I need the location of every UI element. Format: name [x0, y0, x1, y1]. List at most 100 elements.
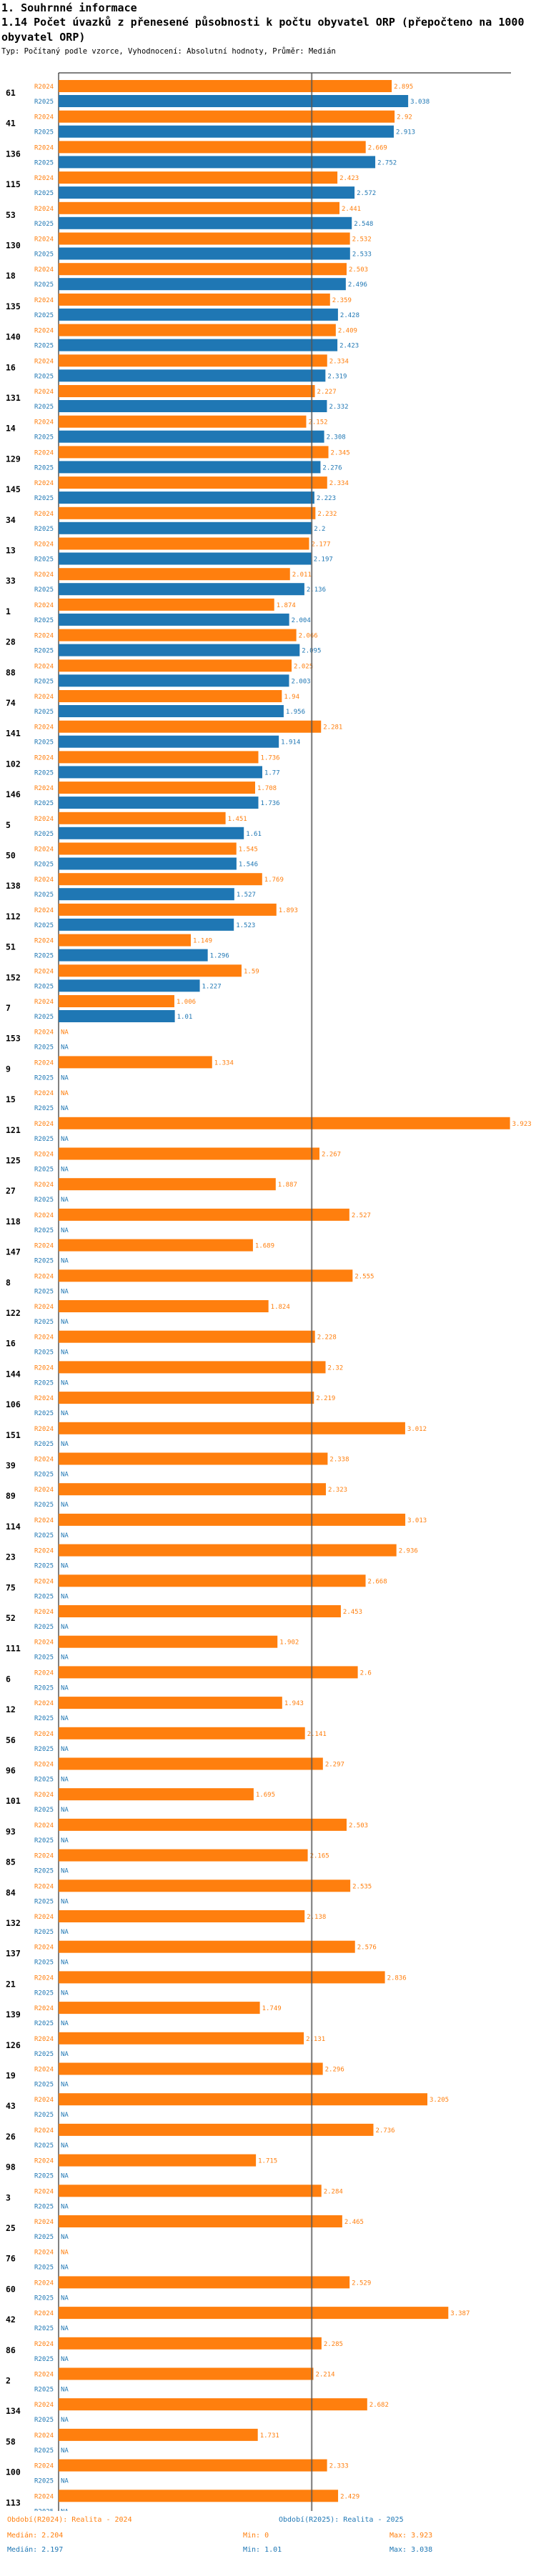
bar-r2024	[59, 1422, 405, 1434]
na-label: NA	[61, 1807, 69, 1814]
series-label: R2025	[34, 953, 54, 960]
category-label: 140	[6, 332, 21, 342]
series-label: R2024	[34, 968, 54, 975]
data-label: 1.956	[286, 709, 305, 716]
data-label: 2.669	[368, 144, 387, 151]
series-label: R2024	[34, 2402, 54, 2409]
series-label: R2024	[34, 1517, 54, 1524]
legend-r2024-min: Min: 0	[243, 2532, 269, 2540]
category-label: 98	[6, 2162, 16, 2172]
category-label: 132	[6, 1918, 21, 1928]
category-label: 141	[6, 729, 21, 739]
category-label: 144	[6, 1369, 21, 1379]
bar-r2024	[59, 2459, 327, 2472]
bar-r2025	[59, 339, 338, 351]
category-label: 52	[6, 1613, 16, 1623]
bar-r2024	[59, 1727, 305, 1739]
data-label: 1.769	[264, 877, 284, 884]
na-label: NA	[61, 1684, 69, 1692]
series-label: R2025	[34, 617, 54, 624]
series-label: R2025	[34, 1074, 54, 1082]
category-label: 50	[6, 851, 16, 861]
bar-r2024	[59, 1971, 385, 1984]
data-label: 2.532	[352, 236, 372, 244]
series-label: R2024	[34, 1243, 54, 1250]
category-label: 12	[6, 1704, 16, 1714]
series-label: R2025	[34, 2295, 54, 2302]
data-label: 2.334	[329, 480, 349, 487]
na-label: NA	[61, 1532, 69, 1539]
data-label: 2.141	[307, 1731, 327, 1738]
legend-r2024-label: Období(R2024): Realita - 2024	[7, 2516, 132, 2524]
data-label: 2.025	[294, 663, 313, 670]
bar-r2024	[59, 1940, 355, 1953]
series-label: R2024	[34, 1121, 54, 1128]
data-label: 1.887	[278, 1182, 297, 1189]
data-label: 2.936	[399, 1548, 418, 1555]
category-label: 101	[6, 1796, 21, 1806]
category-label: 16	[6, 1339, 16, 1349]
series-label: R2025	[34, 281, 54, 289]
bar-r2024	[59, 568, 290, 581]
data-label: 2.736	[375, 2127, 394, 2135]
series-label: R2025	[34, 1654, 54, 1662]
na-label: NA	[61, 1288, 69, 1295]
na-label: NA	[61, 1563, 69, 1570]
data-label: 1.914	[281, 739, 300, 747]
legend-r2025-label: Období(R2025): Realita - 2025	[279, 2516, 404, 2524]
na-label: NA	[61, 1379, 69, 1387]
series-label: R2025	[34, 1715, 54, 1722]
category-label: 42	[6, 2315, 16, 2325]
series-label: R2024	[34, 816, 54, 823]
data-label: 2.752	[377, 159, 397, 166]
bar-r2025	[59, 1010, 175, 1022]
bar-r2024	[59, 415, 307, 428]
bar-r2024	[59, 2002, 260, 2015]
category-label: 9	[6, 1064, 11, 1074]
bar-r2025	[59, 400, 327, 412]
category-label: 18	[6, 271, 16, 281]
bar-r2024	[59, 934, 191, 947]
series-label: R2024	[34, 2280, 54, 2287]
bar-r2025	[59, 247, 350, 260]
bar-r2024	[59, 2428, 258, 2441]
bar-r2024	[59, 1392, 314, 1404]
section-heading: 1. Souhrnné informace	[1, 1, 137, 14]
series-label: R2024	[34, 1364, 54, 1372]
na-label: NA	[61, 1074, 69, 1082]
series-label: R2025	[34, 404, 54, 411]
series-label: R2024	[34, 2067, 54, 2074]
series-label: R2025	[34, 2478, 54, 2485]
data-label: 2.219	[316, 1395, 335, 1402]
series-label: R2024	[34, 266, 54, 274]
series-label: R2025	[34, 1379, 54, 1387]
data-label: 2.682	[369, 2402, 389, 2409]
bar-r2024	[59, 1208, 349, 1221]
data-label: 2.453	[343, 1609, 362, 1616]
data-label: 1.149	[193, 938, 212, 945]
bar-r2024	[59, 263, 347, 276]
category-label: 43	[6, 2101, 16, 2111]
series-label: R2025	[34, 2082, 54, 2089]
data-label: 2.232	[317, 511, 337, 518]
bar-r2024	[59, 1757, 323, 1770]
data-label: 1.523	[236, 922, 255, 929]
category-label: 129	[6, 454, 21, 464]
chart-title: 1.14 Počet úvazků z přenesené působnosti…	[1, 16, 525, 44]
series-label: R2024	[34, 1029, 54, 1037]
series-label: R2024	[34, 1273, 54, 1280]
series-label: R2025	[34, 769, 54, 777]
bar-r2025	[59, 827, 244, 839]
bar-r2025	[59, 644, 300, 657]
category-label: 85	[6, 1857, 16, 1867]
data-label: 2.004	[292, 617, 311, 624]
data-label: 2.334	[329, 358, 349, 365]
category-label: 74	[6, 698, 16, 708]
series-label: R2025	[34, 2356, 54, 2363]
series-label: R2025	[34, 1105, 54, 1112]
category-label: 14	[6, 424, 16, 434]
bar-r2025	[59, 521, 312, 534]
category-label: 58	[6, 2437, 16, 2447]
na-label: NA	[61, 2250, 69, 2257]
bar-r2024	[59, 1269, 353, 1282]
